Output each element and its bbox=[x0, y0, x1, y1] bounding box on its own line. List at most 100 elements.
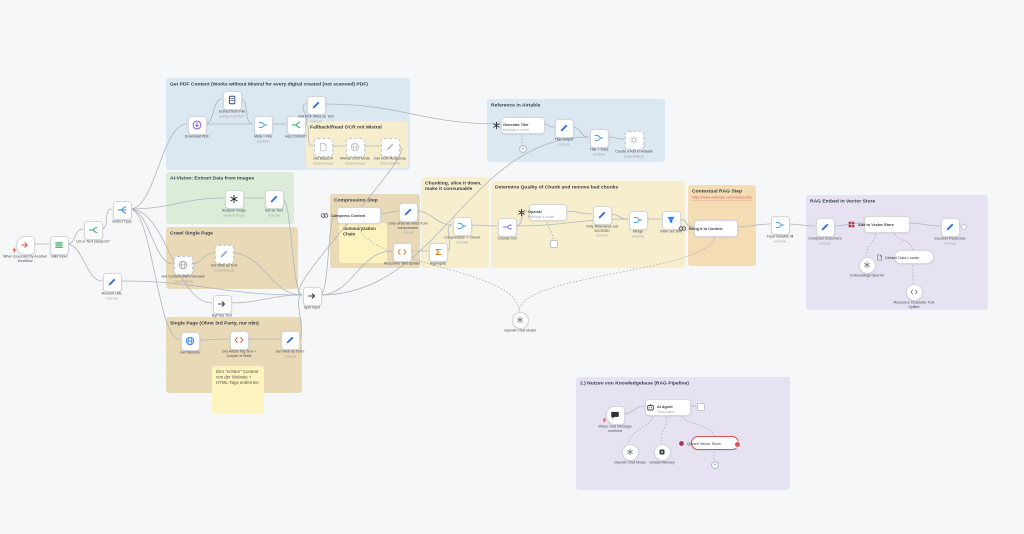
node-label-text: Get OCR Response bbox=[373, 157, 407, 161]
rec-splitter[interactable]: Recursive Text Splitter bbox=[384, 242, 420, 266]
node-label: Recursive Text Splitter bbox=[379, 262, 426, 266]
sq-agent-out[interactable] bbox=[697, 403, 705, 411]
openai-search[interactable]: OpenAI Message a model bbox=[518, 203, 567, 221]
node-label-sub: (Deactivated) bbox=[173, 279, 193, 284]
node-title: Add to Vector Store bbox=[858, 219, 894, 228]
node-label: When chat message received bbox=[592, 425, 639, 434]
has-content[interactable]: Has Content? bbox=[285, 115, 307, 139]
node-label-sub: combine bbox=[773, 239, 787, 244]
sq-tool[interactable] bbox=[550, 240, 558, 248]
title-data[interactable]: Title + Data combine bbox=[589, 128, 609, 156]
sticky-note-echten[interactable]: Den "echten" Content von der Website + H… bbox=[212, 366, 264, 414]
detect-type[interactable]: Detect Type bbox=[112, 200, 132, 224]
firecrawl[interactable]: Get Content with Firecrawl (Deactivated) bbox=[162, 255, 204, 283]
chunks-out[interactable]: Chunks Out bbox=[497, 217, 517, 241]
dot-out[interactable] bbox=[961, 224, 967, 230]
rework-url[interactable]: Rework URL manual bbox=[102, 272, 122, 300]
input-variable[interactable]: Input Variable fill combine bbox=[767, 215, 793, 243]
node-label-text: Extract from File bbox=[218, 110, 246, 114]
get-website[interactable]: Get Website bbox=[180, 331, 200, 355]
success-response[interactable]: Success Response manual bbox=[934, 217, 966, 245]
qdrant-icon bbox=[678, 440, 685, 447]
node-label: Compose Document manual bbox=[802, 237, 849, 245]
article-tags[interactable]: Get Article Tag Text + Couple of Meta bbox=[222, 330, 256, 358]
plus-title[interactable]: + bbox=[519, 145, 527, 153]
only-need[interactable]: Only what we need from compression manual bbox=[388, 202, 428, 234]
node-label: Has Content? bbox=[273, 135, 320, 139]
plus-qdrant[interactable]: + bbox=[711, 461, 719, 469]
filter-out[interactable]: Filter out Shit bbox=[660, 210, 682, 234]
extract-file[interactable]: Extract from File extract from PDF bbox=[219, 90, 245, 118]
node-name: AI Agent bbox=[656, 403, 673, 409]
sticky-body: Den "echten" Content von der Website + H… bbox=[216, 369, 259, 385]
node-label-text: Only what we need from compression bbox=[388, 222, 428, 230]
node-label-sub: manual bbox=[402, 230, 414, 235]
lightning-icon bbox=[11, 241, 18, 254]
rec-char-splitter[interactable]: Recursive Character Text Splitter bbox=[894, 283, 934, 309]
embeddings-openai[interactable]: Embeddings OpenAI bbox=[850, 256, 884, 278]
pencil-icon bbox=[385, 142, 395, 152]
sticky-title: 2.) Nutzen von Knowledgebase (RAG Pipeli… bbox=[580, 380, 689, 386]
only-relevance[interactable]: Only Relevance out SCORED manual bbox=[586, 205, 618, 237]
code-icon bbox=[234, 335, 244, 345]
chat-trigger[interactable]: When chat message received bbox=[598, 405, 632, 433]
bring-context[interactable]: Bring it to Context bbox=[679, 219, 738, 237]
qdrant[interactable]: Qdrant Vector Store bbox=[679, 436, 741, 450]
set-as-text[interactable]: Set as Text manual bbox=[264, 189, 284, 217]
openai-chat-2[interactable]: OpenAI Chat Model bbox=[614, 443, 646, 465]
node-label: Create a Ref in Airtable (Deactivated) bbox=[611, 150, 658, 158]
airtable-ref[interactable]: Create a Ref in Airtable (Deactivated) bbox=[615, 130, 653, 158]
analyze-image[interactable]: Analyze Image analyze image bbox=[222, 189, 246, 217]
ocr-response[interactable]: Get OCR Response (Deactivated) bbox=[374, 137, 406, 165]
title-output[interactable]: Title Output manual bbox=[554, 118, 574, 146]
merge2[interactable]: Merge combine bbox=[628, 210, 648, 238]
aggregate[interactable]: Aggregate bbox=[428, 242, 448, 266]
sticky-note-summary[interactable]: Summaryzation Chain bbox=[339, 223, 387, 263]
compose-doc[interactable]: Compose Document manual bbox=[808, 217, 842, 245]
edge-url-or-text-detect-type bbox=[100, 208, 113, 230]
pencil-icon bbox=[107, 277, 117, 287]
edge-bypass-text-split-input bbox=[229, 294, 303, 304]
generate-title[interactable]: Generate Title Message a model bbox=[493, 116, 545, 134]
chat-icon bbox=[610, 410, 620, 420]
node-label-sub: (Deactivated) bbox=[624, 154, 644, 159]
valid-input[interactable]: Valid Input bbox=[49, 235, 69, 259]
mistral-ocr[interactable]: Mistral OCR Mode (Deactivated) bbox=[340, 137, 370, 165]
node-label-text: Get Website bbox=[180, 351, 200, 355]
node-label: Chunks Out bbox=[484, 237, 531, 241]
node-label-text: Simple Memory bbox=[649, 461, 675, 465]
add-vector[interactable]: Add to Vector Store bbox=[848, 215, 910, 233]
bypass-text[interactable]: ByPass Text bbox=[212, 294, 232, 318]
meta-file[interactable]: Meta + File combine bbox=[253, 115, 273, 143]
ai-agent[interactable]: AI Agent Tools Agent bbox=[645, 398, 691, 416]
comp-chunk[interactable]: Compression + Chunk combine bbox=[444, 216, 480, 244]
node-label: Split Input bbox=[289, 306, 336, 310]
simple-memory[interactable]: Simple Memory bbox=[649, 443, 675, 465]
sticky-title: Single Page (Ohne 3rd Party, nur n8n) bbox=[170, 320, 259, 326]
download-pdf[interactable]: Download PDF bbox=[185, 115, 209, 139]
web-as-text2[interactable]: Get Web as Text? manual bbox=[276, 330, 304, 358]
node-label-text: Success Response bbox=[934, 237, 966, 241]
sticky-link[interactable]: https://www.anthropic.com/news/contextua… bbox=[692, 196, 752, 201]
node-label-text: Embeddings OpenAI bbox=[850, 274, 884, 278]
compress-content[interactable]: Compress Content bbox=[321, 206, 381, 224]
pencil-icon bbox=[403, 207, 413, 217]
node-label-text: Input Variable fill bbox=[766, 235, 794, 239]
node-label: Meta + File combine bbox=[240, 135, 287, 143]
node-label: Valid Input bbox=[36, 255, 83, 259]
web-as-text-d[interactable]: Get Web as Text (Deactivated) bbox=[211, 244, 237, 272]
default-loader[interactable]: Default Data Loader bbox=[877, 250, 934, 264]
pdf-meta-text[interactable]: Get PDF Meta as Text manual bbox=[298, 95, 334, 123]
openai-icon bbox=[516, 316, 524, 324]
sticky-title: Compression Step bbox=[334, 197, 378, 203]
split-input[interactable]: Split Input bbox=[302, 286, 322, 310]
get-baseurl[interactable]: Get BaseUrl (Deactivated) bbox=[313, 137, 333, 165]
node-label: Only Relevance out SCORED manual bbox=[579, 225, 626, 238]
shared-chat[interactable]: OpenAI Chat Model bbox=[504, 311, 536, 333]
url-or-text[interactable]: Url or Text passend? bbox=[76, 220, 110, 244]
splitout-icon bbox=[502, 222, 512, 232]
node-label: Aggregate bbox=[415, 262, 462, 266]
exec-trigger[interactable]: When Executed by Another Workflow bbox=[3, 235, 47, 263]
node-label-sub: analyze image bbox=[223, 213, 245, 218]
